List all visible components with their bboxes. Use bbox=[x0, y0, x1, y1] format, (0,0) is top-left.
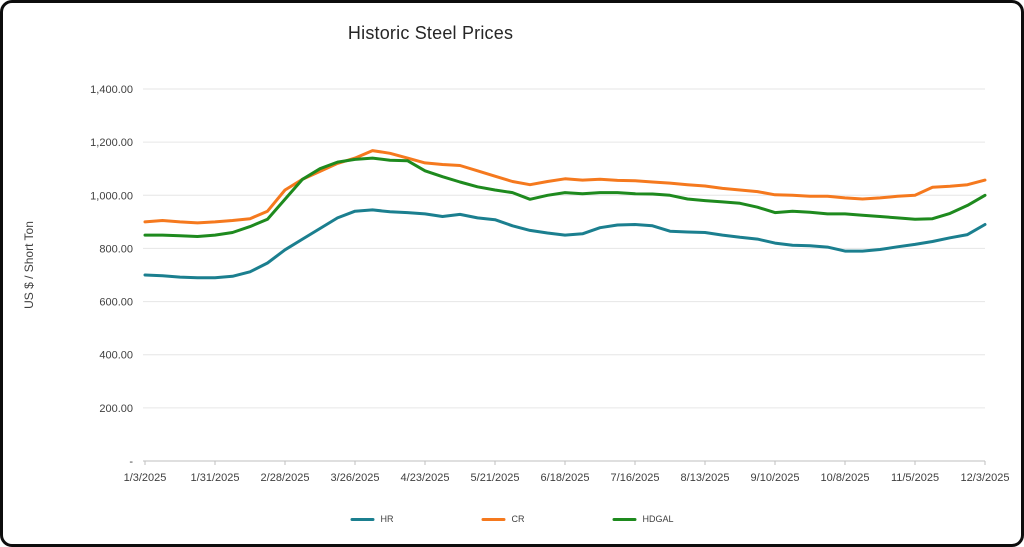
legend-swatch-hr bbox=[350, 517, 375, 521]
x-tick-label: 8/13/2025 bbox=[681, 472, 730, 484]
x-tick-label: 5/21/2025 bbox=[471, 472, 520, 484]
chart-title: Historic Steel Prices bbox=[347, 23, 514, 43]
x-tick-label: 7/16/2025 bbox=[611, 472, 660, 484]
legend-swatch-cr bbox=[481, 517, 506, 521]
y-tick-label: 800.00 bbox=[99, 243, 133, 255]
series-line-hr bbox=[143, 208, 987, 280]
y-tick-label: 1,000.00 bbox=[90, 190, 133, 202]
x-tick-label: 3/26/2025 bbox=[331, 472, 380, 484]
series-line-cr bbox=[143, 149, 987, 225]
series-line-hdgal bbox=[143, 156, 987, 238]
x-tick-label: 11/5/2025 bbox=[891, 472, 939, 484]
x-tick-label: 1/31/2025 bbox=[191, 472, 240, 484]
x-tick-label: 9/10/2025 bbox=[751, 472, 800, 484]
y-tick-label: - bbox=[129, 456, 133, 468]
y-tick-label: 200.00 bbox=[99, 403, 133, 415]
y-tick-label: 600.00 bbox=[99, 297, 133, 309]
legend: HR CR HDGAL bbox=[350, 514, 674, 524]
legend-swatch-hdgal bbox=[612, 517, 637, 521]
x-tick-label: 10/8/2025 bbox=[821, 472, 870, 484]
legend-label-hr: HR bbox=[380, 514, 394, 524]
legend-item-hr: HR bbox=[350, 514, 393, 524]
y-tick-label: 1,400.00 bbox=[90, 84, 133, 96]
legend-item-cr: CR bbox=[481, 514, 524, 524]
legend-label-cr: CR bbox=[511, 514, 525, 524]
y-tick-label: 1,200.00 bbox=[90, 137, 133, 149]
x-tick-label: 12/3/2025 bbox=[961, 472, 1010, 484]
y-tick-label: 400.00 bbox=[99, 350, 133, 362]
legend-item-hdgal: HDGAL bbox=[612, 514, 674, 524]
x-tick-label: 1/3/2025 bbox=[124, 472, 167, 484]
plot-area: - 200.00 400.00 600.00 800.00 1,000.00 1,200.0… bbox=[90, 84, 1010, 484]
x-tick-label: 2/28/2025 bbox=[261, 472, 310, 484]
legend-label-hdgal: HDGAL bbox=[642, 514, 674, 524]
x-tick-label: 6/18/2025 bbox=[541, 472, 590, 484]
x-tick-label: 4/23/2025 bbox=[401, 472, 450, 484]
